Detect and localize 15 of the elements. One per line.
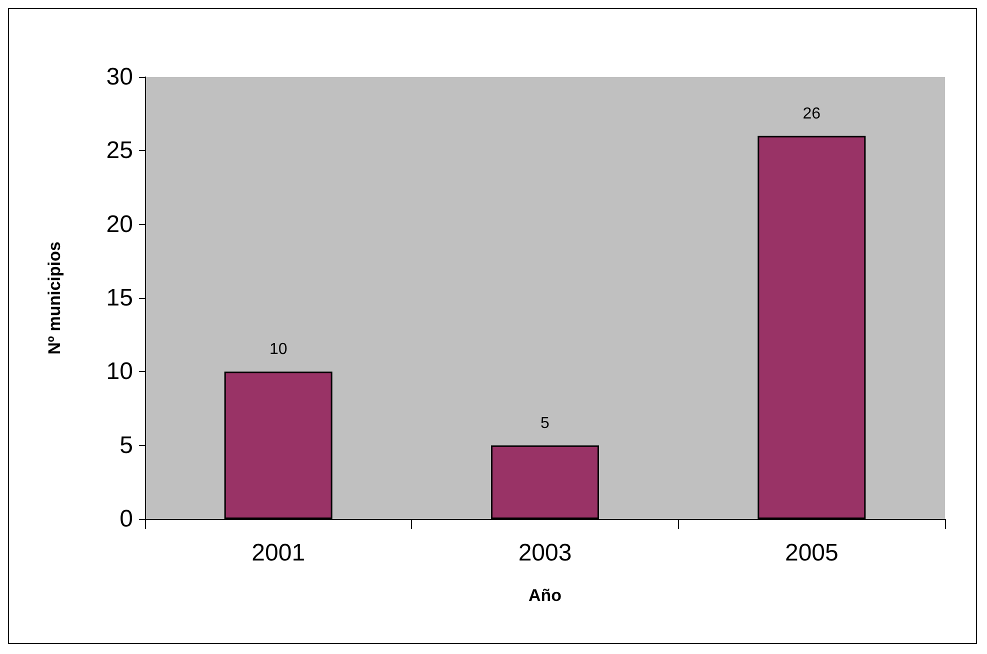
x-axis-title: Año [528,586,562,605]
y-tick-label: 30 [106,64,133,90]
data-label: 10 [269,341,288,358]
y-tick-label: 0 [120,506,133,532]
data-label: 5 [540,414,550,432]
y-tick-label: 25 [106,137,133,164]
data-label: 26 [802,105,821,122]
y-tick-label: 5 [120,432,133,459]
x-tick-label: 2001 [252,540,306,566]
y-tick-label: 10 [106,358,133,386]
y-tick-label: 20 [106,210,133,238]
x-tick-label: 2003 [518,540,572,566]
y-axis-title: Nº municipios [45,242,64,354]
x-tick-label: 2005 [784,540,838,566]
y-tick-label: 15 [106,284,133,312]
